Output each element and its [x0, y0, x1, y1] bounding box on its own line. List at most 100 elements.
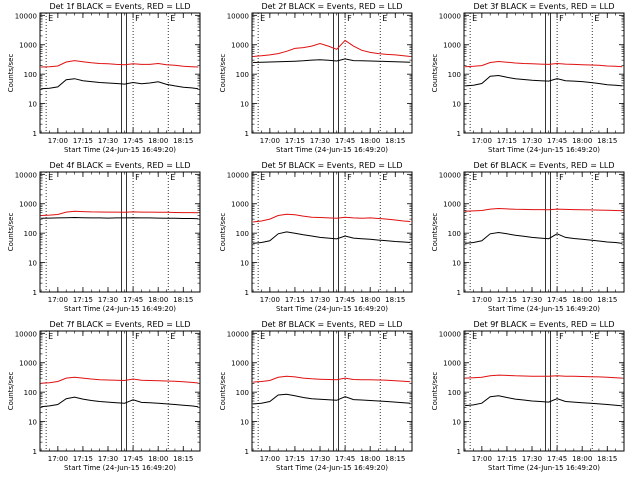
y-tick-label: 10000	[439, 330, 461, 338]
x-tick-label: 17:15	[73, 137, 93, 145]
series-events-line	[41, 216, 199, 220]
y-tick-label: 10	[28, 419, 37, 427]
marker-label: E	[594, 14, 599, 23]
marker-label: E	[48, 173, 53, 182]
y-tick-label: 100	[236, 71, 249, 79]
x-tick-label: 17:45	[547, 296, 567, 304]
panel-title: Det 4f BLACK = Events, RED = LLD	[49, 161, 190, 170]
x-tick-label: 17:00	[48, 455, 68, 463]
y-tick-label: 100	[448, 230, 461, 238]
x-tick-label: 17:30	[98, 296, 118, 304]
x-tick-label: 17:45	[123, 137, 143, 145]
y-tick-label: 100	[24, 389, 37, 397]
x-tick-label: 18:00	[360, 296, 380, 304]
x-tick-label: 17:00	[48, 296, 68, 304]
x-tick-label: 17:30	[522, 455, 542, 463]
plot-frame	[251, 330, 413, 452]
y-tick-label: 1	[33, 130, 37, 138]
y-tick-label: 1000	[231, 360, 249, 368]
y-tick-label: 10	[452, 260, 461, 268]
y-tick-label: 1000	[443, 201, 461, 209]
x-tick-label: 17:15	[285, 455, 305, 463]
x-axis-label: Start Time (24-Jun-15 16:49:20)	[64, 305, 176, 313]
panel-det-6: Det 6f BLACK = Events, RED = LLD E F E 1 10 10…	[431, 161, 625, 313]
x-tick-label: 17:45	[335, 137, 355, 145]
y-axis-label: Counts/sec	[7, 372, 15, 411]
y-axis-label: Counts/sec	[7, 213, 15, 252]
y-tick-label: 1	[457, 448, 461, 456]
y-tick-label: 10	[28, 260, 37, 268]
x-tick-label: 17:15	[497, 296, 517, 304]
marker-label: E	[170, 14, 175, 23]
y-tick-label: 1000	[19, 360, 37, 368]
panel-det-7: Det 7f BLACK = Events, RED = LLD E F E 1 10 10…	[7, 320, 201, 472]
x-tick-label: 17:30	[310, 296, 330, 304]
marker-label: E	[48, 14, 53, 23]
marker-label: F	[559, 332, 564, 341]
x-axis-label: Start Time (24-Jun-15 16:49:20)	[276, 305, 388, 313]
y-axis-label: Counts/sec	[219, 54, 227, 93]
marker-label: E	[472, 173, 477, 182]
x-tick-label: 18:00	[148, 455, 168, 463]
y-tick-label: 10	[240, 419, 249, 427]
y-axis-label: Counts/sec	[431, 54, 439, 93]
marker-label: E	[170, 173, 175, 182]
marker-label: F	[347, 332, 352, 341]
y-tick-label: 1	[245, 448, 249, 456]
panel-det-3: Det 3f BLACK = Events, RED = LLD E F E 1 10 10…	[431, 2, 625, 154]
y-tick-label: 1000	[19, 42, 37, 50]
x-axis-label: Start Time (24-Jun-15 16:49:20)	[488, 464, 600, 472]
y-axis-label: Counts/sec	[431, 372, 439, 411]
y-axis-label: Counts/sec	[431, 213, 439, 252]
x-axis-label: Start Time (24-Jun-15 16:49:20)	[276, 146, 388, 154]
x-tick-label: 17:15	[285, 296, 305, 304]
plot-frame	[463, 171, 625, 293]
x-axis-label: Start Time (24-Jun-15 16:49:20)	[488, 305, 600, 313]
x-tick-label: 17:45	[335, 296, 355, 304]
y-tick-label: 1000	[443, 42, 461, 50]
y-tick-label: 10	[240, 101, 249, 109]
x-tick-label: 18:00	[572, 137, 592, 145]
series-events-line	[253, 58, 411, 63]
x-tick-label: 17:15	[497, 137, 517, 145]
x-tick-label: 18:00	[572, 455, 592, 463]
y-tick-label: 100	[448, 71, 461, 79]
x-axis-label: Start Time (24-Jun-15 16:49:20)	[64, 464, 176, 472]
y-tick-label: 1	[33, 448, 37, 456]
y-tick-label: 10000	[439, 171, 461, 179]
y-tick-label: 1000	[443, 360, 461, 368]
series-lld-line	[41, 210, 199, 216]
series-events-line	[41, 396, 199, 408]
x-axis-label: Start Time (24-Jun-15 16:49:20)	[488, 146, 600, 154]
x-tick-label: 17:00	[48, 137, 68, 145]
marker-label: F	[135, 14, 140, 23]
plot-frame	[39, 12, 201, 134]
x-axis-label: Start Time (24-Jun-15 16:49:20)	[64, 146, 176, 154]
y-tick-label: 100	[24, 71, 37, 79]
marker-label: F	[559, 14, 564, 23]
panel-title: Det 2f BLACK = Events, RED = LLD	[261, 2, 402, 11]
panel-title: Det 3f BLACK = Events, RED = LLD	[473, 2, 614, 11]
panel-title: Det 9f BLACK = Events, RED = LLD	[473, 320, 614, 329]
x-tick-label: 18:00	[572, 296, 592, 304]
marker-label: E	[48, 332, 53, 341]
panel-title: Det 5f BLACK = Events, RED = LLD	[261, 161, 402, 170]
series-events-line	[465, 395, 623, 407]
marker-label: F	[135, 332, 140, 341]
marker-label: F	[135, 173, 140, 182]
plot-frame	[39, 330, 201, 452]
x-tick-label: 17:00	[472, 296, 492, 304]
marker-label: F	[347, 14, 352, 23]
y-tick-label: 10000	[15, 171, 37, 179]
y-tick-label: 1	[33, 289, 37, 297]
series-lld-line	[465, 374, 623, 379]
marker-label: E	[594, 173, 599, 182]
x-tick-label: 17:00	[260, 455, 280, 463]
y-axis-label: Counts/sec	[7, 54, 15, 93]
x-tick-label: 17:45	[547, 137, 567, 145]
panel-det-1: Det 1f BLACK = Events, RED = LLD E F E 1 10 10…	[7, 2, 201, 154]
y-axis-label: Counts/sec	[219, 372, 227, 411]
x-tick-label: 17:30	[310, 137, 330, 145]
x-tick-label: 18:00	[360, 455, 380, 463]
